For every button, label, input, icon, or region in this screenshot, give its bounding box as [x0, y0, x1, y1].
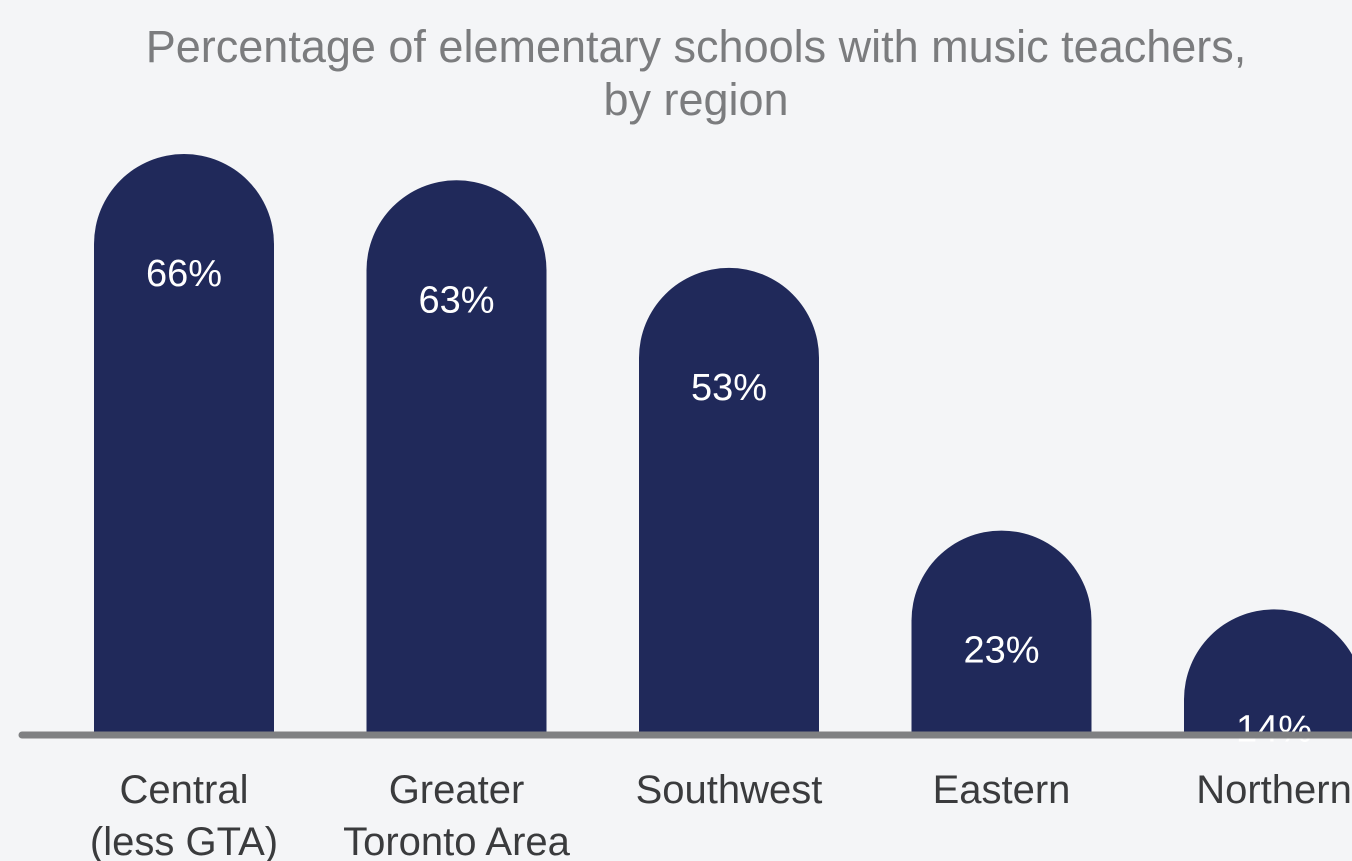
category-label-line: Central	[120, 768, 249, 812]
bars-layer	[94, 154, 1352, 732]
value-label-1: 63%	[418, 279, 494, 321]
bar-0	[94, 154, 274, 732]
bar-2	[639, 267, 819, 732]
value-label-0: 66%	[146, 253, 222, 295]
chart-title: Percentage of elementary schools with mu…	[145, 21, 1247, 125]
bar-1	[366, 180, 547, 732]
category-label-line: Southwest	[636, 768, 823, 812]
bar-4	[1184, 609, 1352, 732]
category-label-2: Southwest	[636, 768, 823, 812]
value-label-4: 14%	[1236, 708, 1312, 750]
value-label-3: 23%	[963, 630, 1039, 672]
category-label-line: Toronto Area	[343, 820, 571, 861]
value-labels-layer: 66% 63% 53% 23% 14%	[146, 253, 1312, 750]
value-label-2: 53%	[691, 367, 767, 409]
category-label-line: (less GTA)	[90, 820, 278, 861]
category-label-line: Eastern	[933, 768, 1071, 812]
category-label-4: Northern	[1196, 768, 1352, 812]
category-label-3: Eastern	[933, 768, 1071, 812]
category-label-0: Central (less GTA)	[90, 768, 278, 861]
bar-3	[911, 530, 1092, 732]
category-label-line: Northern	[1196, 768, 1352, 812]
category-labels-layer: Central (less GTA) Greater Toronto Area Sout…	[90, 768, 1352, 861]
category-label-1: Greater Toronto Area	[343, 768, 571, 861]
category-label-line: Greater	[389, 768, 525, 812]
